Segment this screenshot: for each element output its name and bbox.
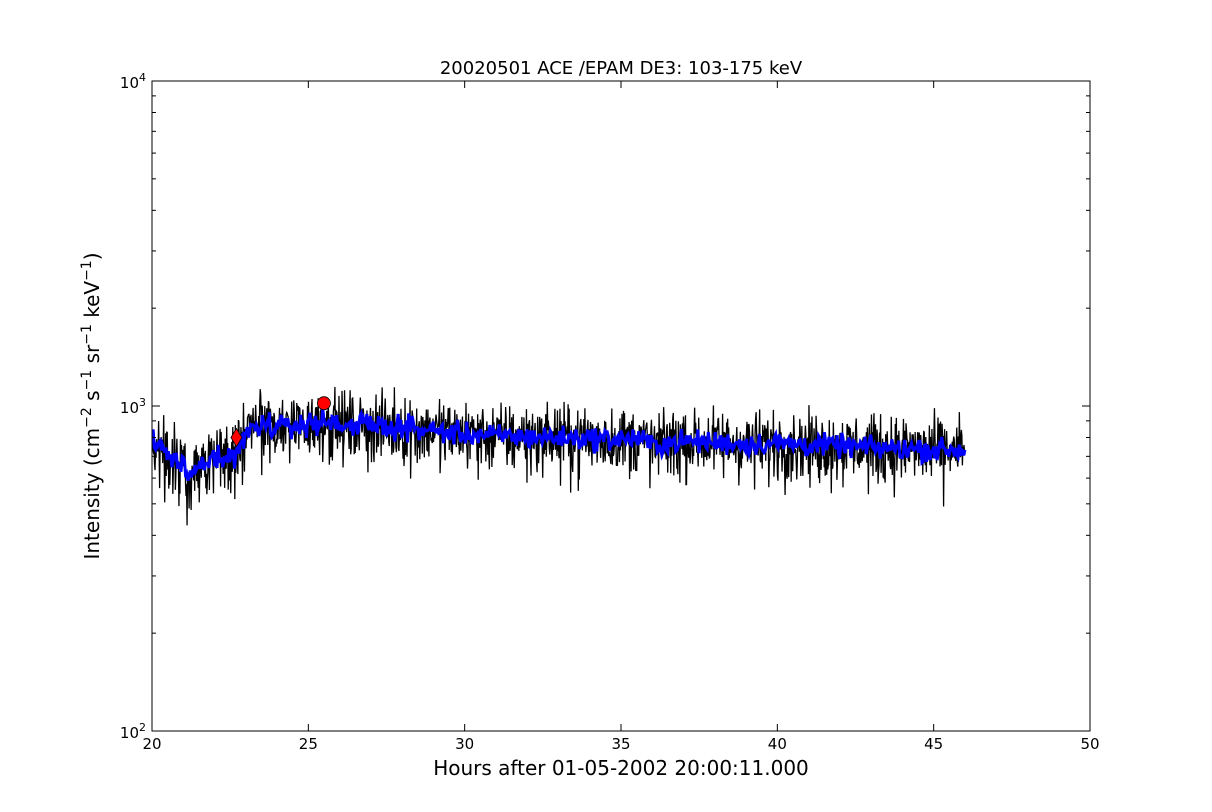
x-tick-label: 35	[611, 735, 630, 753]
raw-series-line	[152, 386, 966, 526]
x-tick-label: 20	[142, 735, 161, 753]
x-axis: 20 25 30 35 40 45 50	[142, 81, 1100, 753]
x-axis-label: Hours after 01-05-2002 20:00:11.000	[433, 756, 809, 780]
x-tick-label: 40	[768, 735, 787, 753]
event-marker-circle	[317, 396, 331, 411]
x-tick-label: 50	[1080, 735, 1099, 753]
chart-title: 20020501 ACE /EPAM DE3: 103-175 keV	[440, 58, 803, 79]
plot-area	[151, 80, 1091, 732]
x-tick-label: 45	[924, 735, 943, 753]
x-tick-label: 25	[299, 735, 318, 753]
y-tick-label: 102	[120, 721, 146, 742]
y-axis-label: Intensity (cm−2 s−1 sr−1 keV−1)	[79, 252, 104, 559]
y-tick-label: 104	[120, 71, 146, 92]
event-marker-diamond	[230, 427, 243, 448]
smoothed-series-line	[152, 408, 967, 482]
y-axis: 102 103 104	[120, 71, 1090, 742]
y-tick-label: 103	[120, 396, 146, 417]
plot-frame	[151, 80, 1091, 732]
x-tick-label: 30	[455, 735, 474, 753]
